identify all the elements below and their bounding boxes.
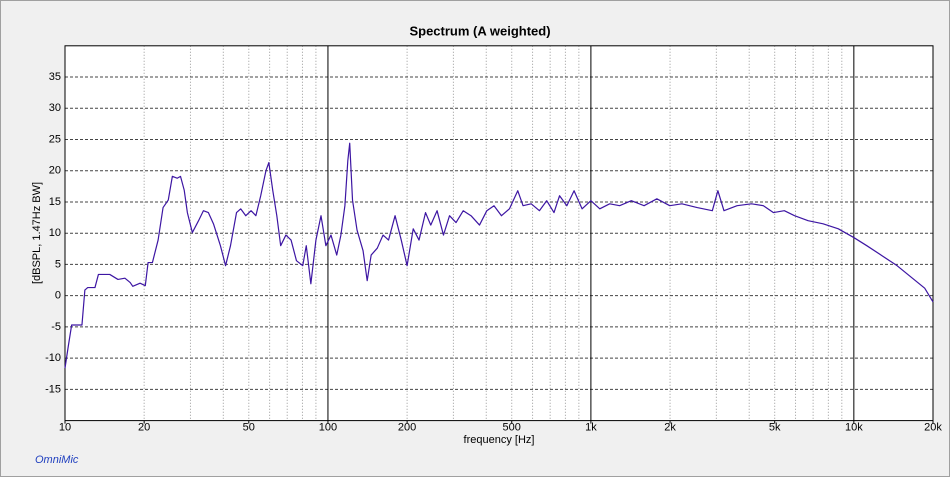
y-tick-label: -10 [45, 352, 61, 364]
y-axis-label: [dBSPL, 1.47Hz BW] [31, 182, 43, 284]
x-tick-label: 500 [503, 422, 521, 434]
x-tick-label: 1k [585, 422, 597, 434]
x-axis-label: frequency [Hz] [464, 434, 535, 446]
y-tick-label: -15 [45, 383, 61, 395]
x-tick-label: 20k [924, 422, 942, 434]
chart-title: Spectrum (A weighted) [409, 23, 550, 38]
plot-border [64, 45, 934, 422]
y-tick-label: 5 [55, 258, 61, 270]
x-tick-label: 5k [769, 422, 781, 434]
y-tick-label: -5 [51, 321, 61, 333]
brand: OmniMic [35, 454, 79, 466]
y-tick-label: 25 [49, 133, 61, 145]
x-tick-label: 50 [243, 422, 255, 434]
y-tick-label: 0 [55, 290, 61, 302]
x-tick-label: 10k [845, 422, 863, 434]
y-tick-label: 15 [49, 196, 61, 208]
x-tick-label: 100 [319, 422, 337, 434]
x-tick-label: 10 [59, 422, 71, 434]
y-tick-label: 30 [49, 102, 61, 114]
y-tick-label: 10 [49, 227, 61, 239]
spectrum-line [64, 142, 934, 369]
y-tick-label: 35 [49, 71, 61, 83]
x-tick-label: 200 [398, 422, 416, 434]
x-tick-label: 2k [664, 422, 676, 434]
plot-area [65, 45, 933, 421]
y-tick-label: 20 [49, 165, 61, 177]
x-tick-label: 20 [138, 422, 150, 434]
